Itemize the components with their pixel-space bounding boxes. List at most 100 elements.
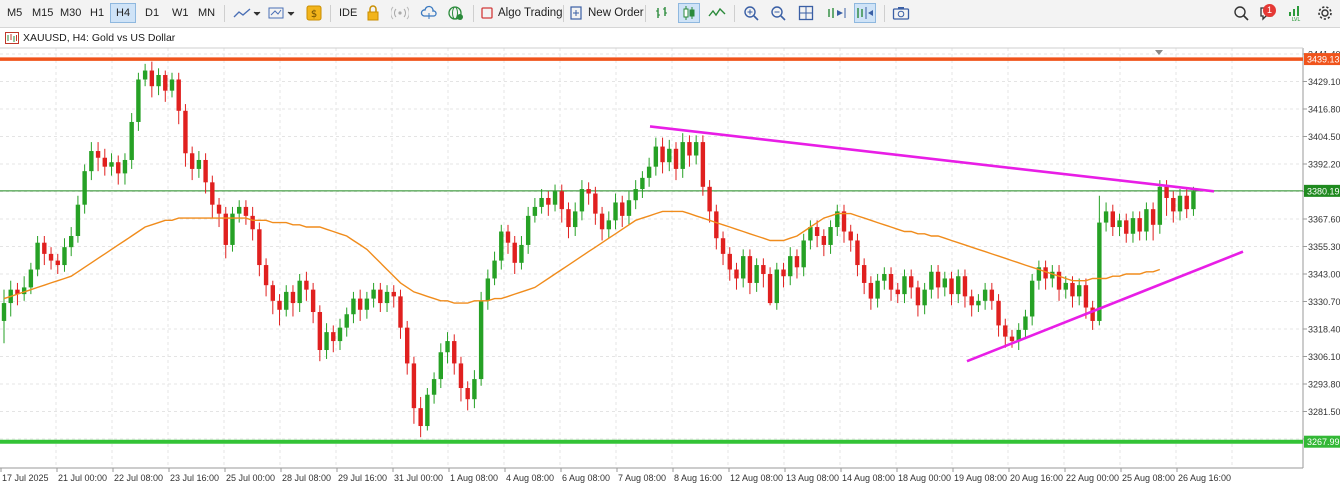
market-button[interactable]: $ bbox=[303, 3, 325, 23]
time-tick-label: 22 Jul 08:00 bbox=[114, 473, 163, 483]
candle-body bbox=[216, 204, 222, 214]
candle-body bbox=[848, 231, 853, 241]
candle-body bbox=[1117, 220, 1122, 228]
chart-window-icon bbox=[5, 32, 19, 44]
candle-body bbox=[613, 202, 618, 221]
chart-tab[interactable]: XAUUSD, H4: Gold vs US Dollar bbox=[0, 28, 175, 48]
candle-body bbox=[384, 291, 390, 304]
candle-body bbox=[270, 285, 275, 301]
candle-body bbox=[42, 242, 47, 254]
ide-button[interactable]: IDE bbox=[339, 7, 358, 19]
trendline[interactable] bbox=[966, 250, 1244, 363]
timeframe-h4[interactable]: H4 bbox=[110, 3, 137, 23]
price-tick-label: 3392.20 bbox=[1308, 160, 1340, 170]
time-tick-label: 28 Jul 08:00 bbox=[282, 473, 331, 483]
search-button[interactable] bbox=[1230, 3, 1252, 23]
time-tick-label: 7 Aug 08:00 bbox=[618, 473, 666, 483]
signals-button[interactable] bbox=[389, 3, 411, 23]
candle-body bbox=[129, 121, 134, 160]
line-chart-button[interactable] bbox=[706, 3, 728, 23]
new-order-button[interactable]: New Order bbox=[570, 3, 644, 23]
template-icon bbox=[268, 7, 295, 19]
price-chart[interactable]: 3441.403429.103416.803404.503392.203379.… bbox=[0, 28, 1340, 487]
candle-body bbox=[210, 182, 215, 205]
toolbar: M5 M15 M30 H1 H4 D1 W1 MN $ IDE Algo Tra… bbox=[0, 0, 1340, 28]
templates-button[interactable] bbox=[266, 3, 298, 23]
candle-body bbox=[263, 265, 269, 286]
time-tick-label: 26 Aug 16:00 bbox=[1178, 473, 1231, 483]
candle-body bbox=[21, 287, 27, 295]
candle-body bbox=[727, 253, 732, 270]
candle-body bbox=[519, 244, 524, 263]
candle-body bbox=[888, 274, 894, 290]
candle-body bbox=[28, 269, 34, 288]
timeframe-h1[interactable]: H1 bbox=[90, 7, 105, 19]
search-icon bbox=[1234, 6, 1249, 21]
timeframe-d1[interactable]: D1 bbox=[145, 7, 160, 19]
dollar-icon: $ bbox=[306, 5, 322, 21]
candle-body bbox=[499, 231, 504, 261]
candle-body bbox=[808, 227, 813, 241]
timeframe-mn[interactable]: MN bbox=[198, 7, 216, 19]
price-tick-label: 3281.50 bbox=[1308, 407, 1340, 417]
vps-button[interactable] bbox=[418, 3, 440, 23]
candle-body bbox=[310, 289, 316, 313]
current-level-label: 3380.19 bbox=[1307, 186, 1340, 196]
price-tick-label: 3330.70 bbox=[1308, 297, 1340, 307]
toolbar-separator bbox=[734, 5, 735, 22]
candle-body bbox=[626, 200, 632, 216]
time-tick-label: 8 Aug 16:00 bbox=[674, 473, 722, 483]
candle-body bbox=[868, 282, 874, 299]
candle-body bbox=[821, 235, 827, 245]
chart-background bbox=[0, 28, 1340, 487]
zoom-out-button[interactable] bbox=[767, 3, 789, 23]
candle-body bbox=[1103, 211, 1109, 223]
auto-scroll-button[interactable] bbox=[826, 3, 848, 23]
line-icon bbox=[708, 7, 726, 17]
candlestick-button[interactable] bbox=[678, 3, 700, 23]
candle-body bbox=[277, 300, 282, 310]
candle-body bbox=[418, 408, 423, 427]
signal-level-icon: LVL bbox=[1289, 6, 1300, 22]
candle-body bbox=[1050, 271, 1055, 279]
time-tick-label: 13 Aug 08:00 bbox=[786, 473, 839, 483]
candle-body bbox=[1177, 195, 1183, 212]
lock-button[interactable] bbox=[362, 3, 384, 23]
settings-button[interactable] bbox=[1314, 3, 1336, 23]
screenshot-button[interactable] bbox=[890, 3, 912, 23]
candle-body bbox=[539, 197, 544, 207]
candle-body bbox=[902, 276, 907, 295]
line-chart-icon bbox=[233, 8, 261, 18]
support-level-label: 3267.99 bbox=[1307, 437, 1340, 447]
price-tick-label: 3429.10 bbox=[1308, 77, 1340, 87]
candle-body bbox=[882, 274, 887, 281]
candle-body bbox=[573, 211, 578, 228]
bar-chart-button[interactable] bbox=[651, 3, 673, 23]
timeframe-w1[interactable]: W1 bbox=[172, 7, 189, 19]
chart-shift-button[interactable] bbox=[854, 3, 876, 23]
resistance-level-label: 3439.13 bbox=[1307, 55, 1340, 65]
candle-body bbox=[734, 269, 739, 279]
algo-trading-button[interactable]: Algo Trading bbox=[481, 3, 563, 23]
candle-body bbox=[512, 242, 517, 263]
tile-windows-button[interactable] bbox=[795, 3, 817, 23]
candle-body bbox=[814, 227, 820, 236]
candle-body bbox=[1023, 316, 1028, 330]
candle-body bbox=[546, 197, 551, 205]
indicators-button[interactable] bbox=[231, 3, 263, 23]
timeframe-m15[interactable]: M15 bbox=[32, 7, 54, 19]
candle-body bbox=[774, 269, 779, 304]
candle-body bbox=[304, 280, 309, 290]
timeframe-m30[interactable]: M30 bbox=[60, 7, 82, 19]
zoom-in-button[interactable] bbox=[740, 3, 762, 23]
signal-level-button[interactable]: LVL bbox=[1285, 3, 1307, 23]
candle-body bbox=[653, 146, 659, 167]
candle-body bbox=[378, 289, 383, 304]
candle-body bbox=[250, 215, 255, 230]
community-button[interactable] bbox=[445, 3, 467, 23]
candle-body bbox=[331, 332, 336, 342]
algo-trading-label: Algo Trading bbox=[498, 7, 563, 19]
timeframe-m5[interactable]: M5 bbox=[7, 7, 23, 19]
candle-body bbox=[472, 379, 477, 400]
trendline[interactable] bbox=[649, 125, 1215, 193]
